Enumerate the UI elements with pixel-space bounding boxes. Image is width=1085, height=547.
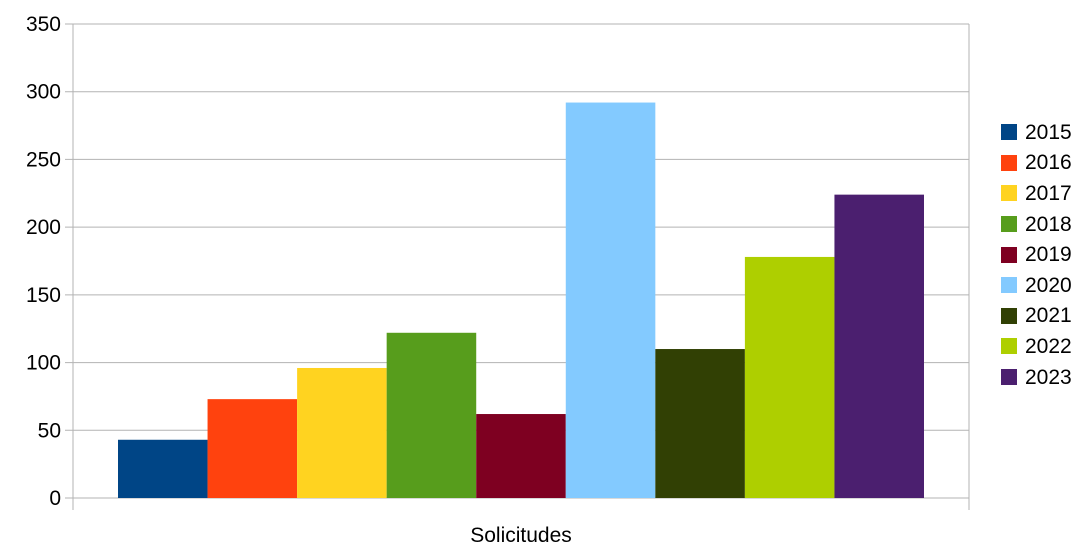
legend-swatch	[1001, 369, 1017, 386]
y-tick-labels: 0 50 100 150 200 250 300 350	[26, 13, 61, 510]
legend-label: 2021	[1025, 304, 1072, 328]
legend-label: 2016	[1025, 151, 1072, 175]
legend-swatch	[1001, 154, 1017, 171]
legend-item-2017: 2017	[1001, 178, 1072, 209]
legend-swatch	[1001, 185, 1017, 202]
legend-label: 2023	[1025, 365, 1072, 389]
legend-item-2018: 2018	[1001, 209, 1072, 240]
axes	[72, 24, 970, 510]
legend-item-2023: 2023	[1001, 362, 1072, 393]
bar-2015	[118, 439, 208, 498]
legend-item-2022: 2022	[1001, 331, 1072, 362]
bar-2021	[655, 349, 745, 498]
legend: 2015 2016 2017 2018 2019 2020 2021 2022 2023	[1001, 117, 1072, 392]
x-tick-labels: Solicitudes	[470, 524, 572, 547]
legend-label: 2019	[1025, 243, 1072, 267]
bar-2017	[297, 367, 387, 498]
bar-2020	[565, 102, 656, 498]
bar-2022	[744, 256, 835, 498]
legend-swatch	[1001, 277, 1017, 294]
y-tick-label: 0	[49, 487, 61, 510]
legend-item-2020: 2020	[1001, 270, 1072, 301]
legend-label: 2017	[1025, 181, 1072, 205]
legend-label: 2018	[1025, 212, 1072, 236]
legend-swatch	[1001, 338, 1017, 355]
bar-2023	[834, 194, 924, 498]
bar-2019	[476, 414, 566, 498]
y-tick-label: 300	[26, 81, 61, 104]
legend-item-2015: 2015	[1001, 117, 1072, 148]
legend-label: 2015	[1025, 120, 1072, 144]
y-tick-label: 100	[26, 352, 61, 375]
bar-2018	[386, 332, 477, 498]
legend-swatch	[1001, 216, 1017, 233]
x-tick-label: Solicitudes	[470, 524, 572, 542]
legend-label: 2022	[1025, 334, 1072, 358]
legend-swatch	[1001, 307, 1017, 324]
bar-2016	[207, 399, 298, 498]
y-tick-label: 150	[26, 284, 61, 307]
legend-item-2021: 2021	[1001, 301, 1072, 332]
bars	[118, 102, 924, 498]
legend-swatch	[1001, 246, 1017, 263]
legend-swatch	[1001, 124, 1017, 141]
y-tick-label: 350	[26, 13, 61, 36]
legend-item-2016: 2016	[1001, 148, 1072, 179]
y-tick-label: 200	[26, 216, 61, 239]
y-tick-label: 50	[38, 419, 61, 442]
legend-item-2019: 2019	[1001, 239, 1072, 270]
y-tick-label: 250	[26, 148, 61, 171]
legend-label: 2020	[1025, 273, 1072, 297]
